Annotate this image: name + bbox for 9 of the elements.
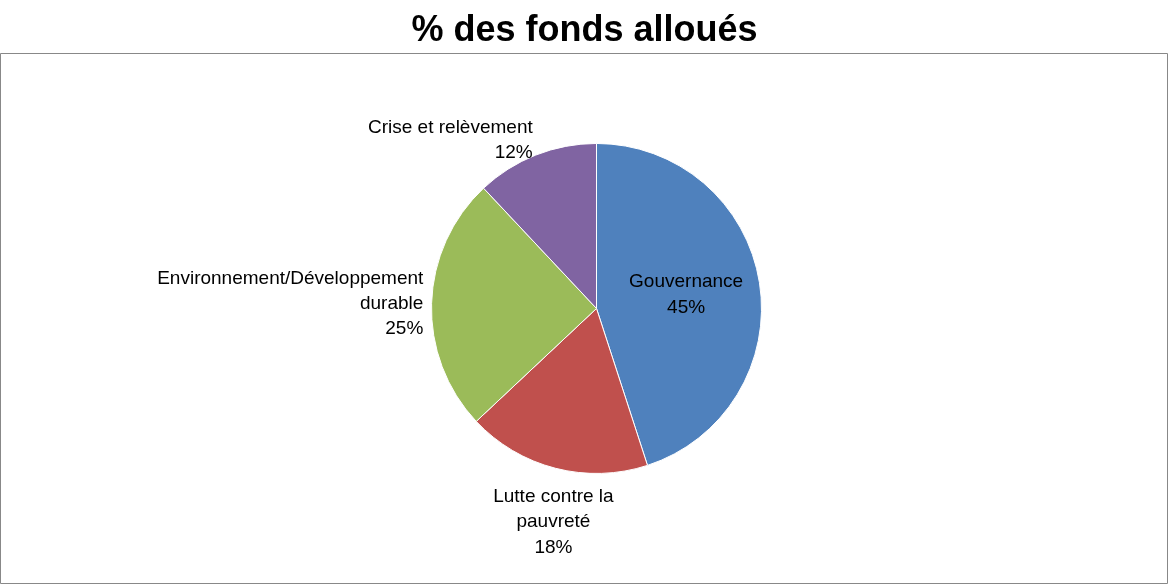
- chart-title: % des fonds alloués: [411, 7, 758, 49]
- slice-label: Environnement/Développement durable: [157, 267, 425, 314]
- data-label: 18%: [534, 535, 573, 557]
- slice-label: Gouvernance: [629, 270, 744, 292]
- data-label: 25%: [385, 317, 424, 339]
- slice-label: Lutte contre la pauvreté: [493, 485, 615, 532]
- data-label: 12%: [494, 140, 533, 162]
- data-label: 45%: [667, 295, 706, 317]
- slice-label: Crise et relèvement: [367, 115, 534, 137]
